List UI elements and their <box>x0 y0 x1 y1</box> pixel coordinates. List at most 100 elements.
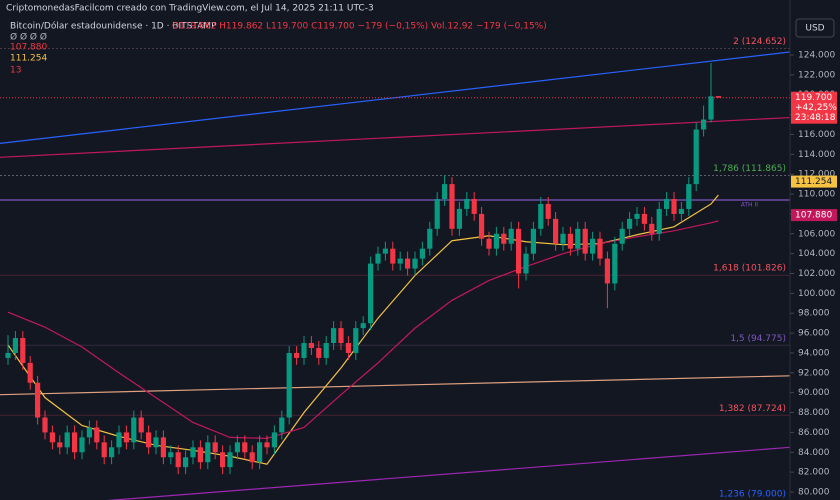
ma-tag <box>791 175 837 188</box>
candle-body <box>649 223 655 234</box>
candle-body <box>530 228 536 254</box>
currency-button[interactable] <box>795 18 835 38</box>
axis: 80.000 82.000 84.000 86.000 88.000 90.000 92.0… <box>790 50 837 498</box>
candle-body <box>264 442 270 448</box>
price-tag <box>791 91 837 124</box>
candle-body <box>42 417 48 433</box>
candle-body <box>523 253 529 274</box>
currency[interactable]: USD <box>805 24 824 34</box>
candle-body <box>368 263 374 324</box>
y-tick-label: 104.000 <box>798 249 835 259</box>
candle-body <box>175 452 181 468</box>
candle-body <box>12 338 18 353</box>
candle-body <box>567 233 573 249</box>
candle-body <box>35 382 41 418</box>
chart-title: Bitcoin/Dólar estadounidense · 1D · BITS… <box>10 21 217 32</box>
y-tick-label: 92.000 <box>798 368 830 378</box>
candle-body <box>508 228 514 244</box>
fib-label: 1,5 (94.775) <box>730 334 786 344</box>
y-tick-label: 106.000 <box>798 229 835 239</box>
candle-body <box>434 199 440 229</box>
candle-body <box>575 228 581 249</box>
candle-body <box>419 248 425 259</box>
candle-body <box>257 442 263 463</box>
candle-body <box>479 213 485 239</box>
candle-body <box>64 432 70 448</box>
trendline <box>0 116 790 158</box>
candle-body <box>590 238 596 254</box>
trendline <box>0 51 790 144</box>
candle-body <box>338 328 344 344</box>
candle-body <box>560 233 566 244</box>
candle-body <box>168 452 174 458</box>
candle-body <box>582 228 588 254</box>
fib-label: 2 (124.652) <box>733 37 786 47</box>
candle-body <box>449 184 455 229</box>
candle-body <box>301 343 307 358</box>
candle-body <box>197 447 203 463</box>
candle-body <box>160 437 166 458</box>
candle-body <box>183 457 189 468</box>
y-tick-label: 82.000 <box>798 468 830 478</box>
candle-body <box>516 228 522 274</box>
candle-body <box>501 233 507 244</box>
candle-body <box>57 442 63 448</box>
ath-label: ATH II <box>741 202 758 209</box>
candle-body <box>79 437 85 453</box>
ohlc-legend: O119.862 H119.862 L119.700 C119.700 −179… <box>172 22 547 32</box>
plot-area <box>0 48 790 500</box>
candle-body <box>390 248 396 264</box>
candle-body <box>353 328 359 353</box>
y-tick-label: 102.000 <box>798 269 835 279</box>
candle-body <box>493 233 499 249</box>
candle-body <box>27 362 33 383</box>
candle-body <box>375 253 381 264</box>
candle-body <box>94 427 100 443</box>
candle-body <box>619 228 625 244</box>
candle-body <box>545 203 551 219</box>
fib-label: 1,618 (101.826) <box>713 264 786 274</box>
candle-body <box>464 199 470 209</box>
trendline <box>106 446 790 500</box>
candle-body <box>331 328 337 344</box>
candle-body <box>486 238 492 249</box>
candle-body <box>604 258 610 284</box>
candle-body <box>442 184 448 200</box>
y-tick-label: 94.000 <box>798 348 830 358</box>
candle-body <box>86 427 92 438</box>
candle-body <box>153 437 159 448</box>
candle-body <box>271 432 277 448</box>
candle-body <box>656 208 662 234</box>
price-tag-label: 119.700 <box>795 93 832 103</box>
y-tick-label: 88.000 <box>798 408 830 418</box>
candle-body <box>693 129 699 185</box>
ma-tag <box>791 209 837 222</box>
candle-body <box>316 347 322 358</box>
price-axis <box>790 0 840 500</box>
candle-body <box>138 417 144 433</box>
y-tick-label: 110.000 <box>798 190 835 200</box>
y-tick-label: 112.000 <box>798 170 835 180</box>
ma-tag-label: 107.880 <box>795 211 832 221</box>
candle-body <box>708 96 714 120</box>
candle-body <box>641 213 647 224</box>
candle-body <box>345 343 351 353</box>
candle-body <box>242 442 248 453</box>
y-tick-label: 100.000 <box>798 289 835 299</box>
ma-tag-label: 111.254 <box>795 177 832 187</box>
price-tag-countdown: 23:48:18 <box>795 113 836 123</box>
candle-body <box>286 352 292 418</box>
candle-body <box>634 213 640 219</box>
trendline <box>0 375 790 396</box>
candle-body <box>72 432 78 453</box>
y-tick-label: 80.000 <box>798 488 830 498</box>
candle-body <box>212 442 218 453</box>
candle-body <box>49 432 55 443</box>
fib-label: 1,382 (87.724) <box>719 404 786 414</box>
candle-body <box>227 452 233 468</box>
indicator-value: 13 <box>10 66 21 76</box>
y-tick-label: 96.000 <box>798 329 830 339</box>
y-tick-label: 86.000 <box>798 428 830 438</box>
candle-body <box>427 228 433 249</box>
